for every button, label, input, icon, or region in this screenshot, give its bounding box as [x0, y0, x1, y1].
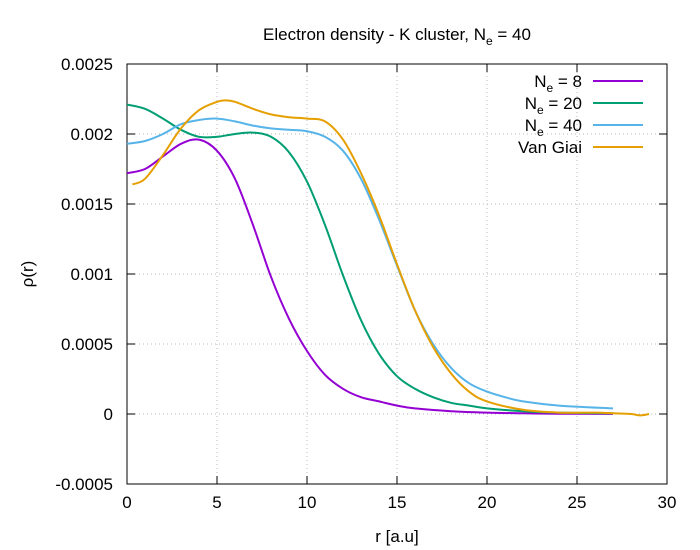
x-tick-label: 5: [212, 493, 221, 512]
legend-label-2: Ne = 20: [525, 94, 582, 117]
y-tick-label: 0.002: [70, 125, 113, 144]
x-tick-label: 20: [478, 493, 497, 512]
x-axis-label: r [a.u]: [375, 527, 418, 546]
legend-label-4: Van Giai: [518, 138, 582, 157]
y-tick-label: 0.0025: [61, 55, 113, 74]
axis-ticks: 0 5 10 15 20 25 30 -0.0005 0 0.0005 0.001 0.0015 0.0…: [55, 55, 676, 512]
x-tick-label: 10: [298, 493, 317, 512]
x-tick-label: 30: [658, 493, 677, 512]
series-line-1: [126, 138, 614, 415]
x-tick-label: 25: [568, 493, 587, 512]
chart-title: Electron density - K cluster, Ne = 40: [263, 25, 531, 48]
x-tick-label: 15: [388, 493, 407, 512]
series-lines: [126, 99, 650, 417]
y-tick-label: 0.0015: [61, 195, 113, 214]
series-line-2: [126, 103, 614, 415]
legend-label-1: Ne = 8: [534, 72, 582, 95]
legend-label-3: Ne = 40: [525, 116, 582, 139]
y-tick-label: 0.0005: [61, 335, 113, 354]
y-tick-label: 0: [104, 405, 113, 424]
y-tick-label: 0.001: [70, 265, 113, 284]
y-tick-label: -0.0005: [55, 475, 113, 494]
y-axis-label: ρ(r): [18, 261, 37, 288]
series-line-3: [126, 117, 614, 410]
x-tick-label: 0: [122, 493, 131, 512]
series-line-4: [131, 99, 650, 417]
